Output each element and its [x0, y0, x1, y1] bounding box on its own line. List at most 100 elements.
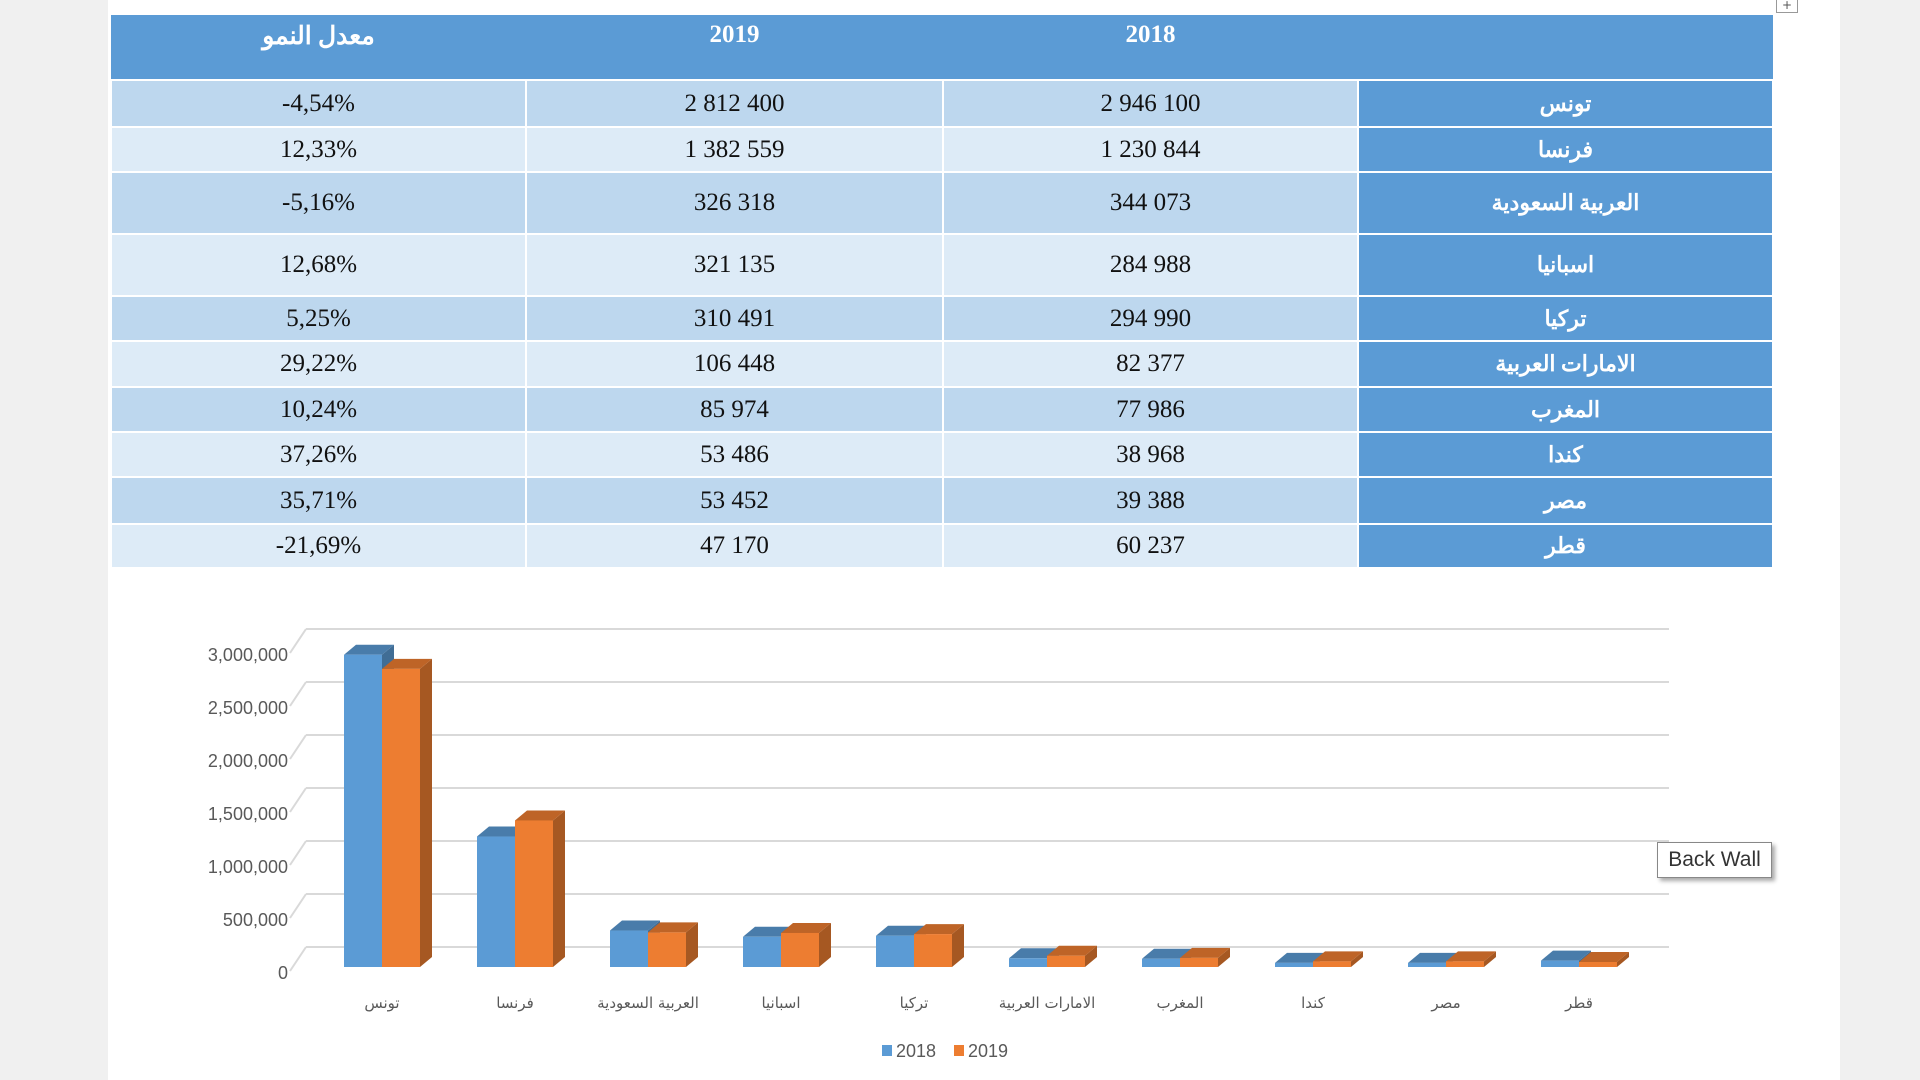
growth-cell: 35,71%: [110, 476, 527, 525]
value-2019-cell: 1 382 559: [525, 126, 944, 173]
table-row: 12,68% 321 135 284 988 اسبانيا: [110, 233, 1774, 297]
gridline-slant: [289, 734, 307, 760]
value-2019-cell: 53 452: [525, 476, 944, 525]
bar-2019[interactable]: [382, 668, 420, 967]
bar-top-2018: [1408, 952, 1458, 963]
bar-2019[interactable]: [781, 932, 819, 967]
country-cell: اسبانيا: [1357, 233, 1774, 297]
bar-2019[interactable]: [1180, 957, 1218, 967]
bar-top-2018: [610, 920, 660, 931]
bar-side-2019: [686, 922, 698, 967]
table-row: 35,71% 53 452 39 388 مصر: [110, 476, 1774, 525]
bar-top-2018: [1275, 952, 1325, 963]
growth-cell: -5,16%: [110, 171, 527, 235]
bar-2018[interactable]: [1275, 962, 1313, 967]
bar-2018[interactable]: [1009, 958, 1047, 967]
x-tick-label: العربية السعودية: [597, 994, 699, 1012]
table-row: 12,33% 1 382 559 1 230 844 فرنسا: [110, 126, 1774, 173]
bar-side-2019: [1617, 952, 1629, 967]
growth-cell: 12,68%: [110, 233, 527, 297]
table-row: 29,22% 106 448 82 377 الامارات العربية: [110, 340, 1774, 388]
table-row: 10,24% 85 974 77 986 المغرب: [110, 386, 1774, 433]
data-table: معدل النمو 2019 2018 -4,54% 2 812 400 2 94…: [110, 15, 1774, 569]
bar-2019[interactable]: [648, 932, 686, 967]
value-2019-cell: 85 974: [525, 386, 944, 433]
bar-2018[interactable]: [1541, 960, 1579, 967]
table-row: -21,69% 47 170 60 237 قطر: [110, 523, 1774, 569]
country-cell: العربية السعودية: [1357, 171, 1774, 235]
bar-top-2018: [1541, 950, 1591, 961]
gridline-slant: [289, 628, 307, 654]
bar-top-2018: [1142, 948, 1192, 959]
bar-top-2019: [781, 922, 831, 933]
table-header-row: معدل النمو 2019 2018: [111, 15, 1773, 80]
bar-2018[interactable]: [876, 935, 914, 967]
value-2019-cell: 321 135: [525, 233, 944, 297]
country-cell: الامارات العربية: [1357, 340, 1774, 388]
gridline-slant: [289, 787, 307, 813]
value-2018-cell: 82 377: [942, 340, 1359, 388]
bar-side-2019: [1351, 951, 1363, 967]
bar-2019[interactable]: [1313, 961, 1351, 967]
value-2019-cell: 47 170: [525, 523, 944, 569]
country-cell: كندا: [1357, 431, 1774, 478]
bar-2019[interactable]: [1579, 962, 1617, 967]
x-tick-label: تونس: [364, 994, 399, 1012]
y-tick-label: 1,000,000: [208, 857, 288, 877]
table-move-handle-icon[interactable]: +: [1776, 0, 1798, 13]
bar-top-2019: [1047, 945, 1097, 956]
bar-2019[interactable]: [515, 820, 553, 967]
bar-2019[interactable]: [1047, 955, 1085, 967]
gridline-slant: [289, 893, 307, 919]
value-2019-cell: 53 486: [525, 431, 944, 478]
header-country: [1358, 15, 1773, 80]
y-tick-label: 0: [278, 963, 288, 983]
value-2018-cell: 77 986: [942, 386, 1359, 433]
bar-2019[interactable]: [1446, 961, 1484, 967]
x-tick-label: مصر: [1430, 994, 1460, 1012]
legend-swatch-2019: [954, 1045, 964, 1056]
bar-top-2018: [1009, 948, 1059, 959]
back-wall-tooltip: Back Wall: [1657, 842, 1772, 878]
value-2019-cell: 106 448: [525, 340, 944, 388]
bar-2018[interactable]: [1142, 958, 1180, 967]
bar-top-2019: [1180, 947, 1230, 958]
bar-side-2019: [420, 658, 432, 967]
bar-2018[interactable]: [477, 836, 515, 967]
value-2018-cell: 2 946 100: [942, 79, 1359, 128]
growth-cell: 12,33%: [110, 126, 527, 173]
growth-cell: 29,22%: [110, 340, 527, 388]
x-tick-label: كندا: [1301, 994, 1326, 1012]
header-growth: معدل النمو: [111, 15, 526, 80]
y-tick-label: 2,000,000: [208, 751, 288, 771]
bar-top-2019: [1579, 952, 1629, 962]
bar-side-2019: [1218, 947, 1230, 967]
country-cell: المغرب: [1357, 386, 1774, 433]
bar-2018[interactable]: [610, 930, 648, 967]
bar-top-2018: [344, 644, 394, 655]
x-tick-label: تركيا: [900, 994, 929, 1012]
bar-2018[interactable]: [1408, 962, 1446, 967]
growth-cell: 37,26%: [110, 431, 527, 478]
bar-side-2019: [1484, 951, 1496, 967]
bar-2019[interactable]: [914, 934, 952, 967]
bar-side-2019: [1085, 945, 1097, 967]
bar-top-2018: [743, 926, 793, 937]
growth-cell: -21,69%: [110, 523, 527, 569]
header-2018: 2018: [943, 15, 1358, 80]
value-2019-cell: 2 812 400: [525, 79, 944, 128]
table-row: 5,25% 310 491 294 990 تركيا: [110, 295, 1774, 342]
bar-side-2019: [553, 810, 565, 967]
x-tick-label: قطر: [1564, 994, 1593, 1012]
bar-2018[interactable]: [344, 654, 382, 967]
growth-cell: -4,54%: [110, 79, 527, 128]
bar-top-2019: [1313, 951, 1363, 962]
country-cell: تركيا: [1357, 295, 1774, 342]
x-tick-label: الامارات العربية: [999, 994, 1096, 1012]
country-cell: تونس: [1357, 79, 1774, 128]
bar-chart[interactable]: 0 500,000 1,000,000 1,500,000 2,000,000 2,500…: [0, 600, 1920, 1080]
x-tick-label: اسبانيا: [761, 994, 800, 1012]
country-cell: قطر: [1357, 523, 1774, 569]
bar-2018[interactable]: [743, 936, 781, 967]
value-2018-cell: 60 237: [942, 523, 1359, 569]
